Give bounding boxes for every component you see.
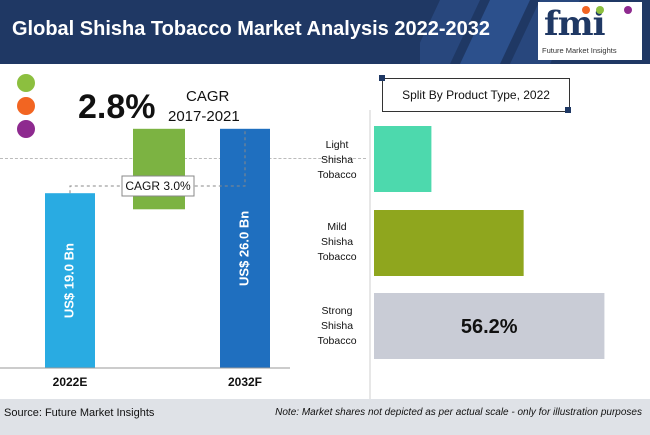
logo-dot-icon: [582, 6, 590, 14]
cagr-label: CAGR: [186, 88, 230, 105]
corner-marker: [565, 107, 571, 113]
header-banner: Global Shisha Tobacco Market Analysis 20…: [0, 0, 650, 64]
footer: Source: Future Market Insights Note: Mar…: [0, 399, 650, 435]
logo-subtext: Future Market Insights: [542, 46, 617, 55]
cagr-bracket: [69, 128, 246, 194]
cagr-annotation-box: [121, 175, 195, 197]
category-label-line: Tobacco: [317, 251, 357, 263]
bar-value-label: US$ 26.0 Bn: [236, 211, 251, 286]
category-label-line: Tobacco: [317, 335, 357, 347]
market-size-bar: [45, 193, 95, 368]
category-label-line: Tobacco: [317, 169, 357, 181]
product-share-bar: [374, 210, 524, 276]
logo-dot-icon: [596, 6, 604, 14]
category-label-mild: Mild Shisha Tobacco: [300, 220, 374, 265]
bar-data-label: 56.2%: [461, 316, 518, 338]
orange-dot-icon: [17, 97, 35, 115]
product-share-bar: [374, 293, 605, 359]
bar-value-label: US$ 19.0 Bn: [61, 243, 76, 318]
page-title: Global Shisha Tobacco Market Analysis 20…: [12, 18, 490, 40]
category-label-light: Light Shisha Tobacco: [300, 138, 374, 183]
corner-marker: [379, 75, 385, 81]
category-label-line: Light: [325, 139, 349, 151]
growth-bar: [133, 128, 185, 210]
product-split-chart: 56.2%: [369, 110, 605, 400]
green-dot-icon: [17, 74, 35, 92]
market-size-chart: US$ 19.0 Bn 2022E US$ 26.0 Bn 2032F CAGR 3.0…: [0, 128, 290, 389]
split-chart-title: Split By Product Type, 2022: [382, 78, 570, 112]
fmi-logo: fmi Future Market Insights: [538, 2, 642, 60]
x-tick-label: 2032F: [228, 375, 262, 389]
logo-text: fmi: [544, 4, 606, 44]
source-text: Source: Future Market Insights: [4, 407, 155, 419]
purple-dot-icon: [17, 120, 35, 138]
category-label-line: Strong: [321, 305, 353, 317]
cagr-value: 2.8%: [78, 88, 156, 126]
category-label-line: Shisha: [320, 154, 354, 166]
cagr-period: 2017-2021: [168, 108, 240, 125]
category-label-line: Mild: [327, 221, 347, 233]
x-tick-label: 2022E: [53, 375, 88, 389]
logo-dot-icon: [624, 6, 632, 14]
cagr-annotation: CAGR 3.0%: [125, 179, 191, 193]
note-text: Note: Market shares not depicted as per …: [275, 407, 642, 418]
category-label-strong: Strong Shisha Tobacco: [300, 304, 374, 349]
product-share-bar: [374, 126, 432, 192]
category-label-line: Shisha: [320, 320, 354, 332]
category-label-line: Shisha: [320, 236, 354, 248]
